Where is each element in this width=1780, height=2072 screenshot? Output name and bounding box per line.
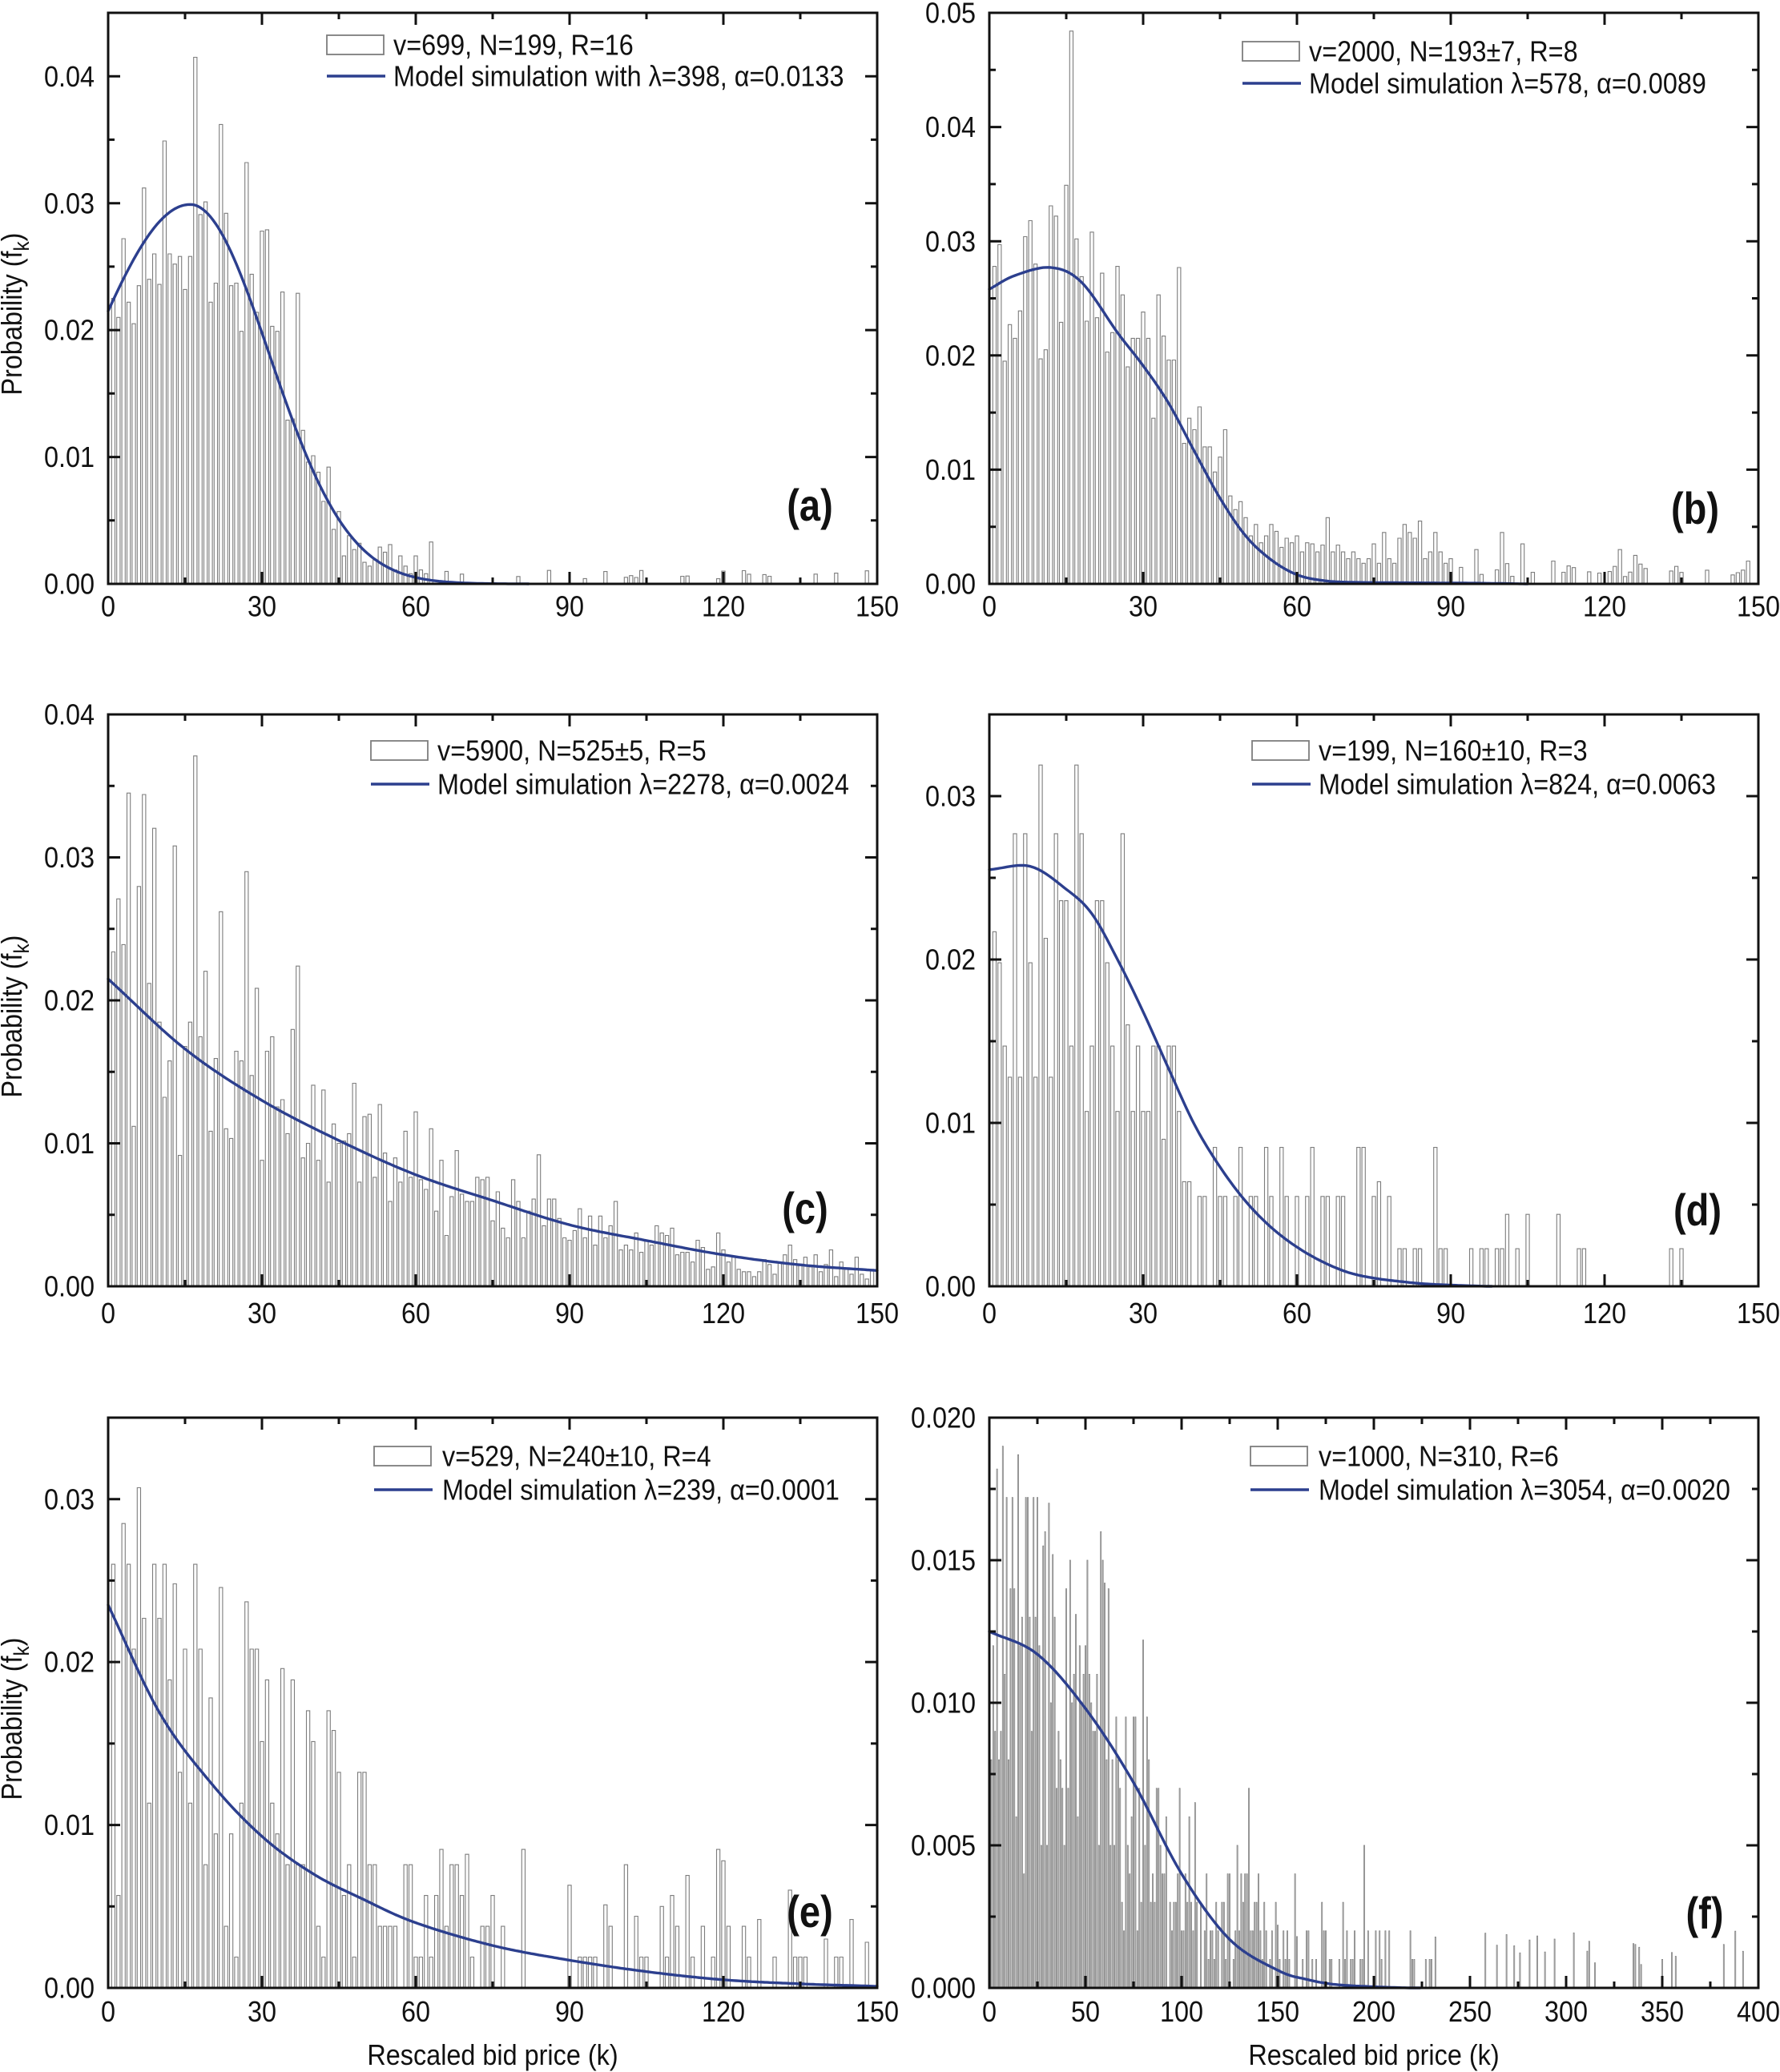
svg-text:v=2000, N=193±7, R=8: v=2000, N=193±7, R=8 xyxy=(1309,36,1578,68)
svg-text:0.01: 0.01 xyxy=(44,1129,95,1161)
svg-text:0.01: 0.01 xyxy=(44,1810,95,1842)
svg-text:0: 0 xyxy=(982,1996,997,2028)
svg-text:0.01: 0.01 xyxy=(44,442,95,474)
svg-text:0.020: 0.020 xyxy=(911,1402,976,1434)
svg-text:60: 60 xyxy=(401,1298,430,1330)
svg-text:(f): (f) xyxy=(1686,1888,1724,1938)
svg-text:0.03: 0.03 xyxy=(44,1484,95,1516)
svg-text:v=5900, N=525±5, R=5: v=5900, N=525±5, R=5 xyxy=(437,735,707,767)
svg-text:0.03: 0.03 xyxy=(925,226,976,258)
svg-text:0.01: 0.01 xyxy=(925,1108,976,1140)
svg-text:90: 90 xyxy=(555,1298,584,1330)
svg-text:Probability (fk): Probability (fk) xyxy=(0,935,34,1098)
svg-text:0.02: 0.02 xyxy=(44,315,95,347)
svg-text:50: 50 xyxy=(1071,1996,1100,2028)
svg-text:30: 30 xyxy=(248,591,276,623)
svg-text:90: 90 xyxy=(555,591,584,623)
svg-text:(b): (b) xyxy=(1671,483,1719,533)
svg-text:0.02: 0.02 xyxy=(925,944,976,976)
svg-text:30: 30 xyxy=(1129,1298,1158,1330)
svg-text:150: 150 xyxy=(1737,591,1780,623)
svg-text:0.02: 0.02 xyxy=(44,1647,95,1679)
svg-text:0.02: 0.02 xyxy=(925,340,976,372)
svg-text:0: 0 xyxy=(101,591,115,623)
svg-text:150: 150 xyxy=(856,591,899,623)
svg-text:0.00: 0.00 xyxy=(44,1973,95,2005)
svg-text:350: 350 xyxy=(1641,1996,1684,2028)
svg-text:150: 150 xyxy=(1256,1996,1299,2028)
svg-text:120: 120 xyxy=(702,1996,745,2028)
svg-text:Probability (fk): Probability (fk) xyxy=(0,1638,34,1800)
svg-text:60: 60 xyxy=(401,1996,430,2028)
svg-text:0.03: 0.03 xyxy=(44,188,95,220)
svg-text:0.01: 0.01 xyxy=(925,454,976,486)
svg-text:0.00: 0.00 xyxy=(44,569,95,601)
svg-text:60: 60 xyxy=(401,591,430,623)
svg-text:0.05: 0.05 xyxy=(925,0,976,30)
svg-text:0: 0 xyxy=(982,1298,997,1330)
svg-text:0.015: 0.015 xyxy=(911,1545,976,1577)
svg-text:v=529, N=240±10, R=4: v=529, N=240±10, R=4 xyxy=(442,1441,711,1473)
svg-text:0.00: 0.00 xyxy=(925,569,976,601)
svg-text:0.03: 0.03 xyxy=(925,781,976,813)
svg-text:Model simulation λ=2278, α=0.0: Model simulation λ=2278, α=0.0024 xyxy=(437,769,849,801)
svg-text:(c): (c) xyxy=(782,1183,828,1233)
svg-text:0.00: 0.00 xyxy=(44,1271,95,1303)
svg-text:150: 150 xyxy=(856,1996,899,2028)
svg-text:30: 30 xyxy=(1129,591,1158,623)
svg-text:120: 120 xyxy=(1583,591,1626,623)
svg-text:90: 90 xyxy=(1436,591,1465,623)
svg-text:120: 120 xyxy=(1583,1298,1626,1330)
svg-text:Rescaled bid price (k): Rescaled bid price (k) xyxy=(367,2039,618,2071)
svg-text:Model simulation λ=578, α=0.00: Model simulation λ=578, α=0.0089 xyxy=(1309,68,1706,100)
svg-text:60: 60 xyxy=(1283,591,1311,623)
svg-text:120: 120 xyxy=(702,591,745,623)
svg-text:Model simulation λ=239, α=0.00: Model simulation λ=239, α=0.0001 xyxy=(442,1475,840,1507)
svg-text:Model simulation with λ=398, α: Model simulation with λ=398, α=0.0133 xyxy=(393,61,844,93)
svg-text:0: 0 xyxy=(101,1298,115,1330)
svg-text:0.04: 0.04 xyxy=(44,699,95,731)
svg-text:100: 100 xyxy=(1160,1996,1203,2028)
svg-text:200: 200 xyxy=(1352,1996,1395,2028)
svg-text:(e): (e) xyxy=(787,1886,832,1937)
svg-text:Rescaled bid price (k): Rescaled bid price (k) xyxy=(1248,2039,1499,2071)
svg-text:Model simulation λ=824, α=0.00: Model simulation λ=824, α=0.0063 xyxy=(1319,769,1716,801)
svg-text:v=199, N=160±10, R=3: v=199, N=160±10, R=3 xyxy=(1319,735,1588,767)
svg-text:90: 90 xyxy=(1436,1298,1465,1330)
svg-text:Model simulation λ=3054, α=0.0: Model simulation λ=3054, α=0.0020 xyxy=(1319,1475,1730,1507)
svg-text:250: 250 xyxy=(1448,1996,1492,2028)
svg-text:300: 300 xyxy=(1544,1996,1588,2028)
svg-text:0.04: 0.04 xyxy=(44,61,95,93)
svg-text:0: 0 xyxy=(101,1996,115,2028)
svg-text:0.02: 0.02 xyxy=(44,985,95,1017)
svg-text:0.010: 0.010 xyxy=(911,1688,976,1720)
svg-text:400: 400 xyxy=(1737,1996,1780,2028)
svg-text:Probability (fk): Probability (fk) xyxy=(0,233,34,396)
svg-text:(d): (d) xyxy=(1673,1185,1722,1235)
svg-text:60: 60 xyxy=(1283,1298,1311,1330)
svg-text:(a): (a) xyxy=(787,480,832,530)
svg-text:30: 30 xyxy=(248,1996,276,2028)
svg-text:0.000: 0.000 xyxy=(911,1973,976,2005)
svg-text:150: 150 xyxy=(856,1298,899,1330)
svg-text:v=699, N=199, R=16: v=699, N=199, R=16 xyxy=(393,30,634,62)
svg-text:90: 90 xyxy=(555,1996,584,2028)
svg-text:v=1000, N=310, R=6: v=1000, N=310, R=6 xyxy=(1319,1441,1559,1473)
svg-text:0: 0 xyxy=(982,591,997,623)
svg-text:0.03: 0.03 xyxy=(44,843,95,875)
svg-text:150: 150 xyxy=(1737,1298,1780,1330)
svg-text:0.005: 0.005 xyxy=(911,1830,976,1862)
svg-text:0.04: 0.04 xyxy=(925,112,976,144)
svg-text:30: 30 xyxy=(248,1298,276,1330)
svg-text:120: 120 xyxy=(702,1298,745,1330)
svg-text:0.00: 0.00 xyxy=(925,1271,976,1303)
